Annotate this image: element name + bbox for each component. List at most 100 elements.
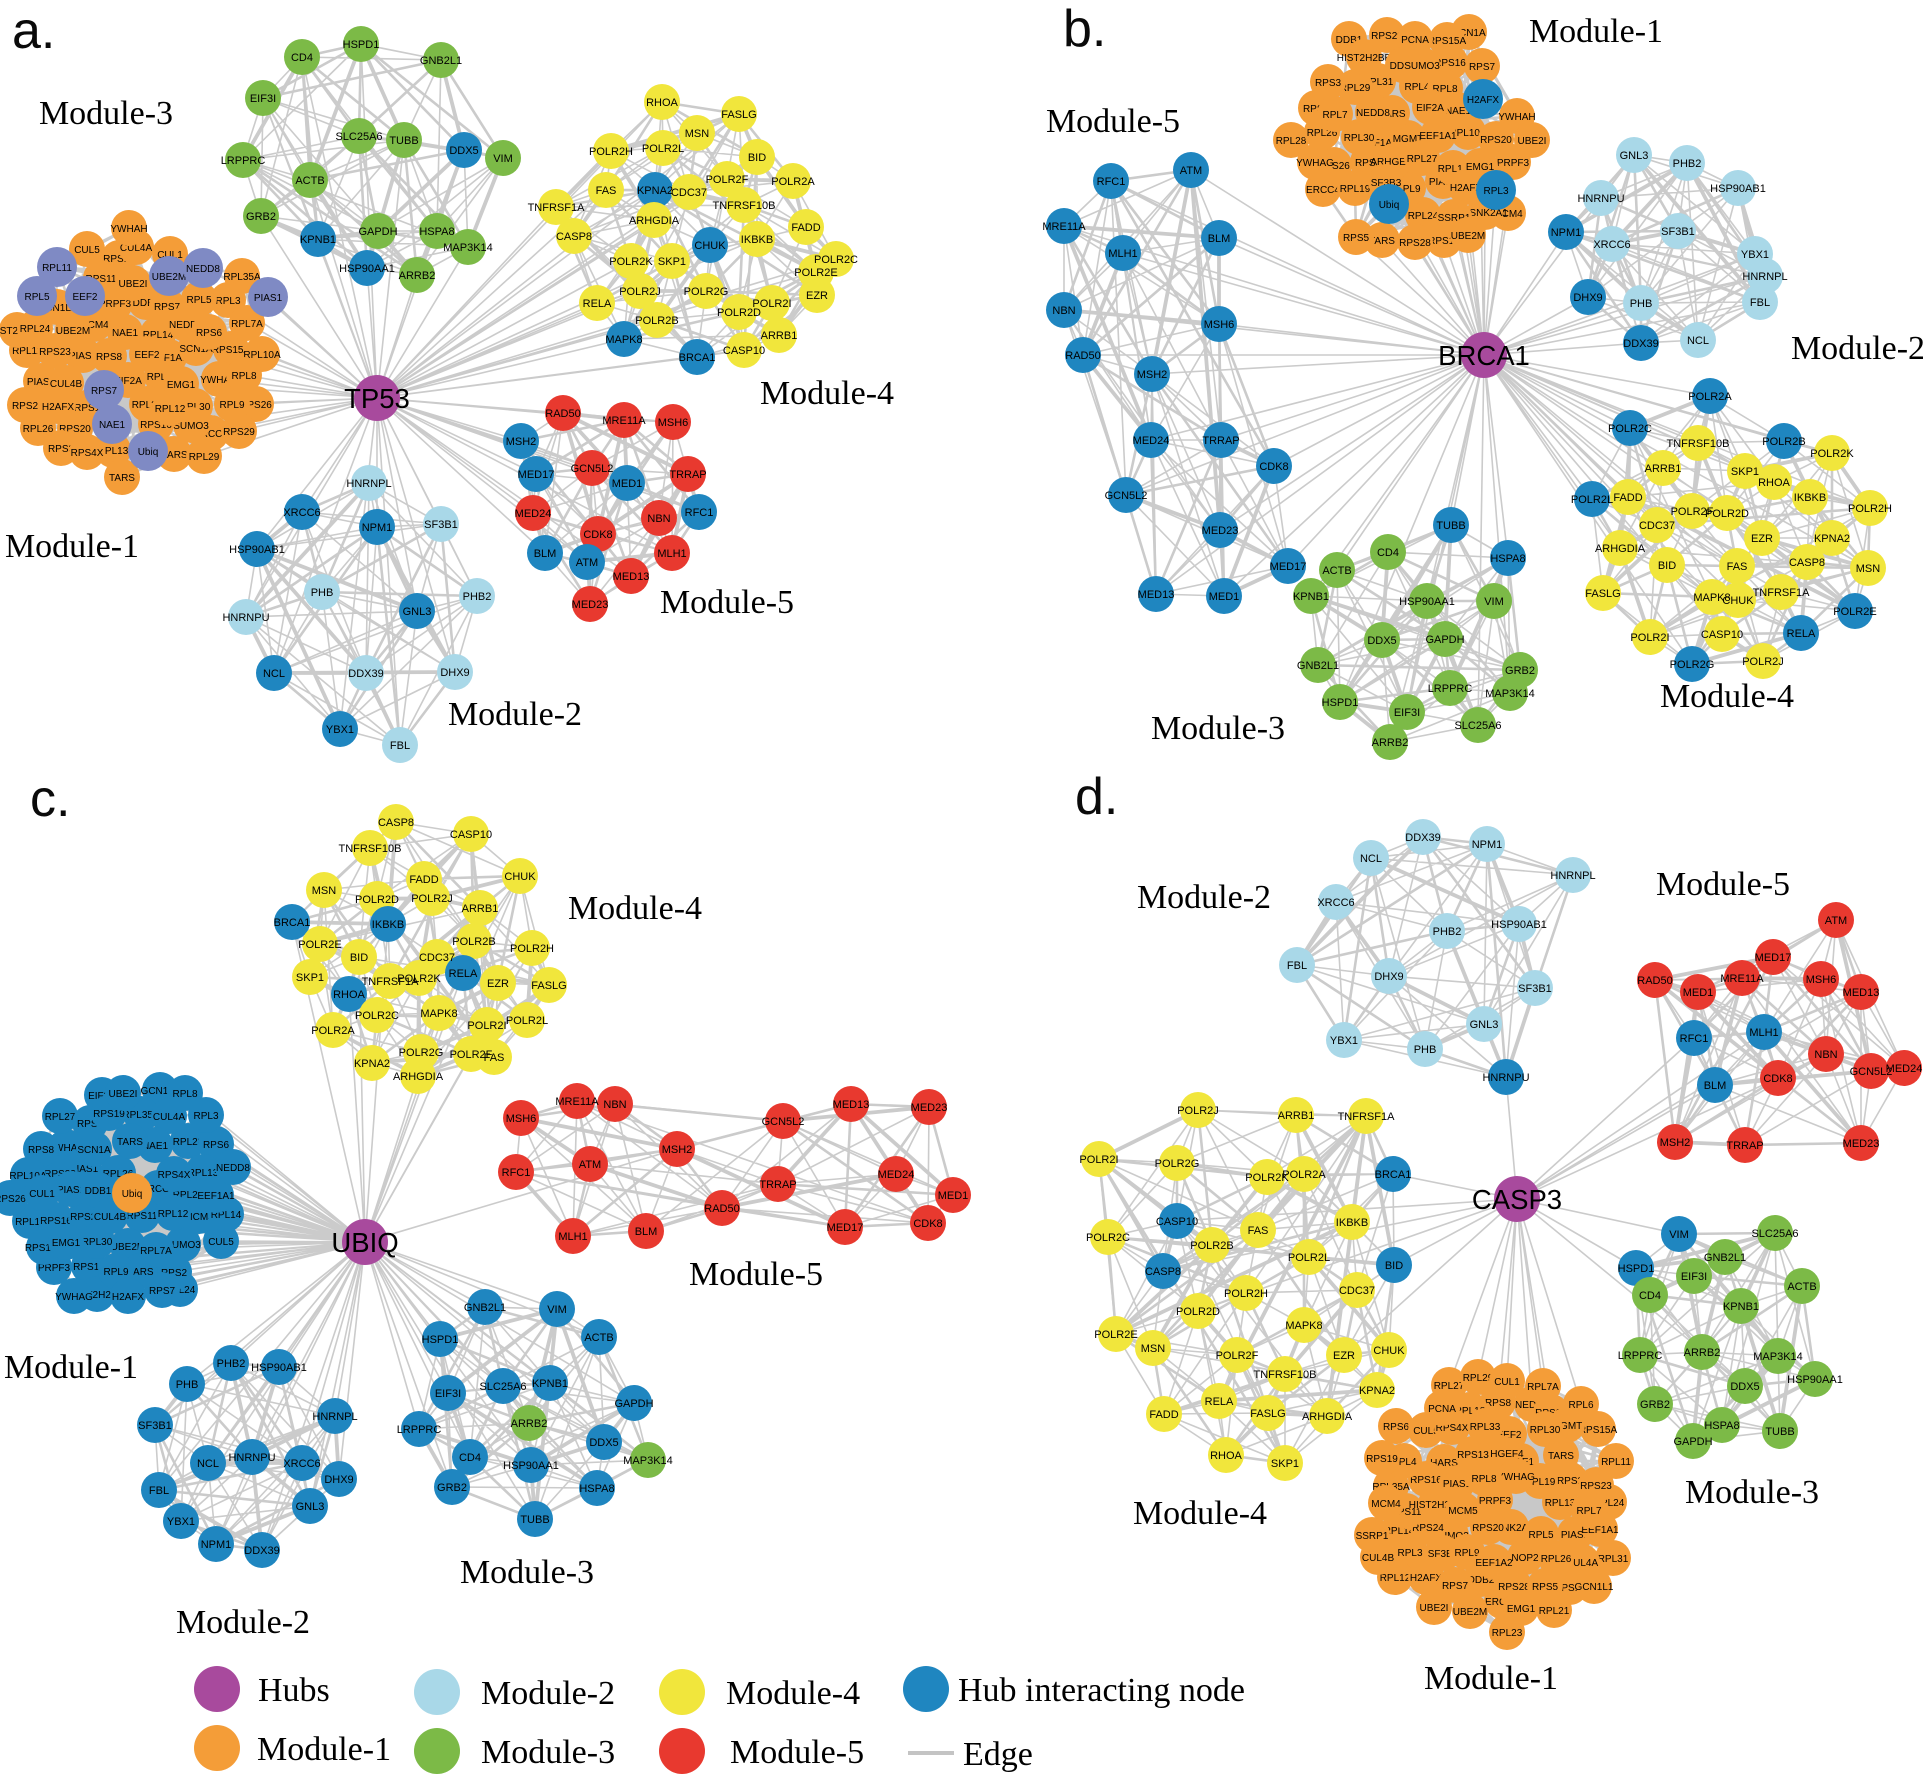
svg-text:HNRNPU: HNRNPU	[1482, 1072, 1529, 1084]
svg-text:MLH1: MLH1	[1749, 1027, 1778, 1039]
svg-text:EMG1: EMG1	[1466, 162, 1495, 173]
svg-text:MED24: MED24	[878, 1169, 915, 1181]
svg-text:POLR2B: POLR2B	[452, 936, 495, 948]
svg-text:RPL8: RPL8	[172, 1089, 197, 1100]
svg-text:RHOA: RHOA	[1758, 477, 1790, 489]
svg-text:RPL18: RPL18	[1455, 1406, 1486, 1417]
svg-text:NEDD8: NEDD8	[1356, 108, 1390, 119]
svg-text:UBE2M: UBE2M	[1453, 1607, 1487, 1618]
svg-text:SKP1: SKP1	[1731, 466, 1759, 478]
svg-text:UBE2I: UBE2I	[119, 279, 148, 290]
svg-text:Module-4: Module-4	[760, 375, 894, 412]
svg-text:GNL3: GNL3	[403, 606, 432, 618]
svg-text:NCL: NCL	[1687, 335, 1709, 347]
svg-text:KPNB1: KPNB1	[300, 234, 336, 246]
svg-text:RPS3: RPS3	[1315, 78, 1342, 89]
svg-text:HSP90AA1: HSP90AA1	[339, 263, 395, 275]
svg-text:RPS4X: RPS4X	[71, 448, 104, 459]
svg-text:ATM: ATM	[576, 557, 598, 569]
svg-text:POLR2C: POLR2C	[355, 1010, 399, 1022]
svg-text:TNFRSF10B: TNFRSF10B	[339, 843, 402, 855]
svg-text:MAPK8: MAPK8	[1693, 592, 1730, 604]
svg-text:RPL28: RPL28	[147, 372, 178, 383]
svg-text:UBE2M: UBE2M	[111, 1242, 145, 1253]
svg-text:RPL12: RPL12	[155, 404, 186, 415]
svg-text:RPS2: RPS2	[1557, 1476, 1584, 1487]
svg-text:Module-2: Module-2	[1791, 330, 1923, 367]
svg-text:TARS: TARS	[1548, 1451, 1574, 1462]
svg-text:MCM4: MCM4	[79, 320, 109, 331]
svg-text:RPL13: RPL13	[1545, 1498, 1576, 1509]
svg-text:SSRP1: SSRP1	[1356, 1531, 1389, 1542]
svg-text:RPL12: RPL12	[1380, 1573, 1411, 1584]
svg-text:RAD50: RAD50	[545, 408, 580, 420]
svg-text:NPM1: NPM1	[1472, 839, 1503, 851]
svg-text:RPS19: RPS19	[74, 403, 106, 414]
svg-text:IKBKB: IKBKB	[372, 919, 404, 931]
svg-text:RPL7A: RPL7A	[140, 1246, 172, 1257]
svg-text:GCN1L1: GCN1L1	[1575, 1582, 1614, 1593]
svg-text:MRE11A: MRE11A	[602, 415, 646, 427]
svg-text:CDK8: CDK8	[583, 529, 612, 541]
svg-text:HSP90AB1: HSP90AB1	[1710, 183, 1766, 195]
svg-text:DDB1: DDB1	[133, 298, 160, 309]
svg-text:DHX9: DHX9	[324, 1474, 353, 1486]
svg-text:EIF3I: EIF3I	[1394, 707, 1420, 719]
svg-text:RPL35A: RPL35A	[223, 272, 261, 283]
svg-text:MED23: MED23	[1202, 525, 1239, 537]
svg-text:DDX5: DDX5	[1730, 1381, 1759, 1393]
svg-text:Module-2: Module-2	[448, 696, 582, 733]
svg-text:Module-5: Module-5	[660, 584, 794, 621]
svg-text:SLC25A6: SLC25A6	[335, 131, 382, 143]
svg-text:MGMT: MGMT	[1552, 1421, 1583, 1432]
svg-text:CD4: CD4	[1377, 547, 1399, 559]
svg-text:POLR2D: POLR2D	[717, 307, 761, 319]
svg-text:GCN1L1: GCN1L1	[141, 1086, 180, 1097]
svg-text:HNRNPL: HNRNPL	[346, 478, 391, 490]
svg-text:RPS14: RPS14	[73, 1262, 105, 1273]
svg-text:RPS19: RPS19	[1428, 236, 1460, 247]
svg-text:GNL3: GNL3	[1620, 150, 1649, 162]
svg-text:MED13: MED13	[613, 571, 650, 583]
svg-text:IKBKB: IKBKB	[741, 234, 773, 246]
svg-text:RPL11: RPL11	[1601, 1457, 1631, 1468]
svg-text:POLR2B: POLR2B	[1762, 436, 1805, 448]
svg-text:HSPA8: HSPA8	[579, 1483, 614, 1495]
svg-text:ERCC4: ERCC4	[1485, 1597, 1519, 1608]
svg-text:PRPF3: PRPF3	[38, 1263, 71, 1274]
svg-text:BID: BID	[1385, 1260, 1403, 1272]
svg-text:RPS16: RPS16	[40, 1216, 72, 1227]
svg-text:DDX5: DDX5	[589, 1437, 618, 1449]
svg-text:ARHGEF4: ARHGEF4	[1370, 157, 1418, 168]
svg-text:HIST2H2BE: HIST2H2BE	[1337, 53, 1392, 64]
svg-text:RPL26: RPL26	[103, 1169, 134, 1180]
svg-text:MED1: MED1	[938, 1190, 969, 1202]
svg-text:Module-5: Module-5	[1656, 866, 1790, 903]
svg-text:RPS15A: RPS15A	[25, 1243, 64, 1254]
svg-text:Module-1: Module-1	[4, 1349, 138, 1386]
svg-text:NEDD8: NEDD8	[186, 264, 220, 275]
svg-text:NBN: NBN	[1814, 1049, 1837, 1061]
svg-text:H2AFX: H2AFX	[42, 402, 75, 413]
svg-text:GCN5L2: GCN5L2	[1105, 490, 1148, 502]
svg-text:RPS28: RPS28	[1399, 238, 1431, 249]
svg-text:NCL: NCL	[197, 1458, 219, 1470]
svg-text:FAS: FAS	[484, 1052, 505, 1064]
svg-text:Module-1: Module-1	[257, 1731, 391, 1768]
svg-text:CDK8: CDK8	[913, 1218, 942, 1230]
svg-text:RPL19: RPL19	[1340, 184, 1371, 195]
svg-text:IKBKB: IKBKB	[1794, 492, 1826, 504]
svg-text:TARS: TARS	[117, 1137, 143, 1148]
svg-text:TNFRSF10B: TNFRSF10B	[713, 200, 776, 212]
svg-text:KARS: KARS	[160, 450, 188, 461]
svg-text:POLR2F: POLR2F	[1671, 506, 1714, 518]
svg-text:RPL29: RPL29	[189, 452, 220, 463]
svg-text:MED23: MED23	[1843, 1138, 1880, 1150]
svg-text:RPL8: RPL8	[231, 371, 256, 382]
svg-text:POLR2L: POLR2L	[1571, 494, 1613, 506]
svg-text:SSRP1: SSRP1	[1438, 213, 1471, 224]
svg-text:EEF1A2: EEF1A2	[1360, 138, 1398, 149]
svg-text:HNRNPU: HNRNPU	[222, 612, 269, 624]
svg-text:CDC37: CDC37	[671, 187, 707, 199]
svg-text:RPL26: RPL26	[1541, 1554, 1572, 1565]
